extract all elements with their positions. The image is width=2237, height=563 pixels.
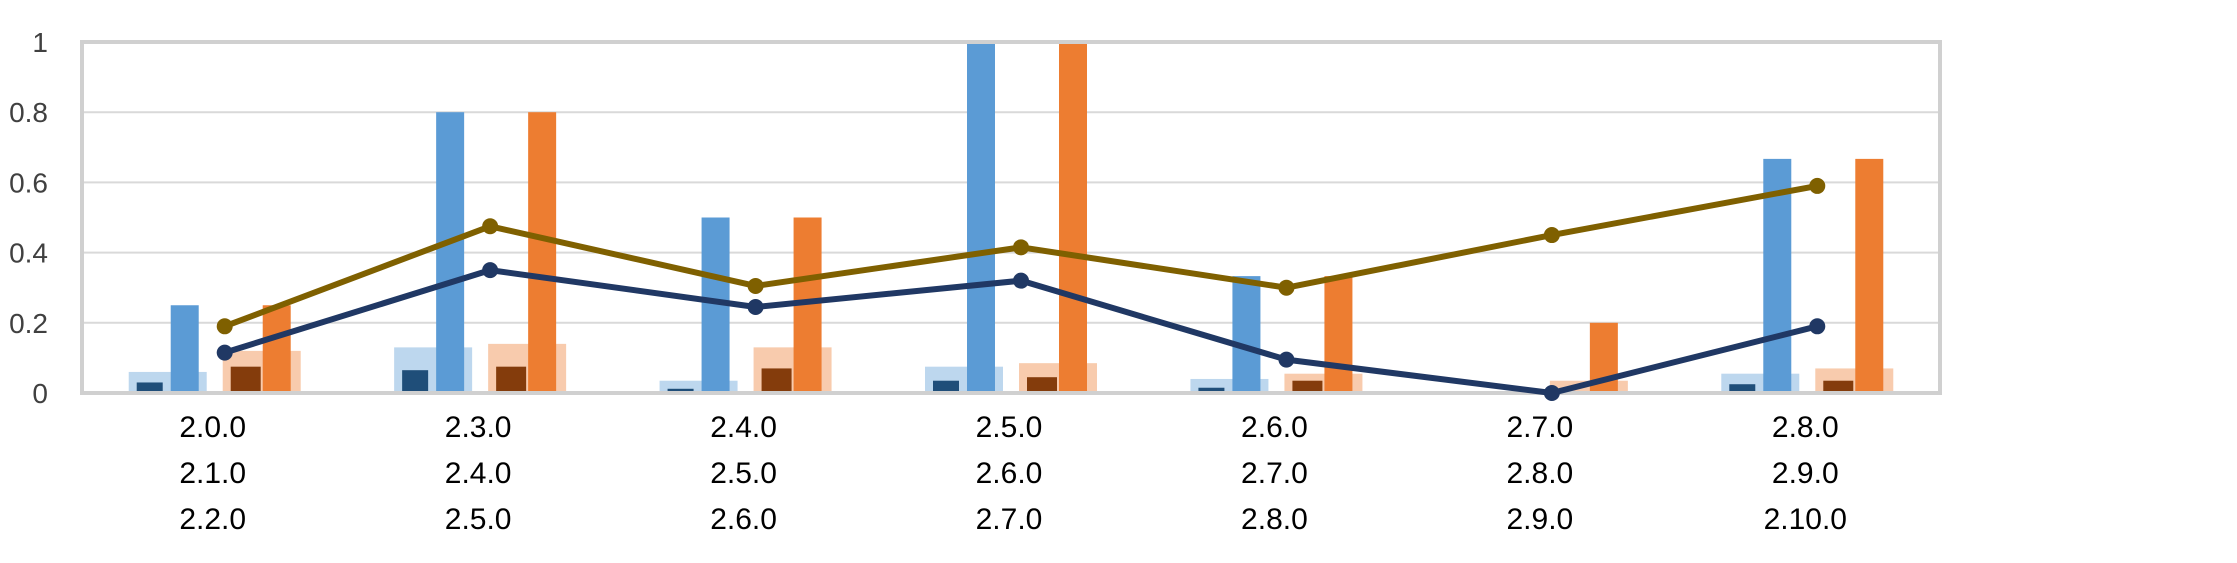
- line-point: [747, 299, 764, 316]
- line-point: [1809, 318, 1826, 335]
- bar-orange-tall: [1324, 276, 1353, 393]
- x-category-label: 2.7.0: [976, 503, 1043, 536]
- bar-blue-narrow: [667, 388, 694, 393]
- x-category-label: 2.4.0: [445, 457, 512, 490]
- bar-orange-narrow: [230, 366, 261, 393]
- bar-blue-narrow: [933, 380, 959, 393]
- x-category-label: 2.4.0: [710, 411, 777, 444]
- y-tick-label: 0.8: [9, 97, 48, 128]
- line-point: [216, 344, 233, 361]
- line-point: [747, 277, 764, 294]
- y-tick-label: 0.6: [9, 167, 48, 198]
- bar-blue-tall: [967, 42, 995, 393]
- bar-orange-narrow: [496, 366, 527, 393]
- x-category-label: 2.9.0: [1506, 503, 1573, 536]
- line-point: [482, 262, 499, 279]
- bar-blue-tall: [436, 112, 465, 393]
- x-category-label: 2.0.0: [179, 411, 246, 444]
- x-category-label: 2.10.0: [1764, 503, 1847, 536]
- line-point: [1013, 239, 1029, 256]
- y-tick-label: 0: [32, 378, 48, 409]
- bar-blue-tall: [1232, 276, 1261, 393]
- bar-orange-tall: [528, 112, 557, 393]
- x-category-label: 2.5.0: [445, 503, 512, 536]
- x-category-label: 2.8.0: [1241, 503, 1308, 536]
- bar-orange-tall: [1855, 158, 1884, 393]
- bar-orange-narrow: [1292, 380, 1323, 393]
- x-category-label: 2.6.0: [710, 503, 777, 536]
- line-point: [1809, 177, 1826, 194]
- line-point: [216, 318, 233, 335]
- x-category-label: 2.6.0: [1241, 411, 1308, 444]
- line-point: [482, 218, 499, 235]
- x-category-label: 2.2.0: [179, 503, 246, 536]
- line-point: [1543, 227, 1560, 244]
- bar-orange-narrow: [1823, 380, 1854, 393]
- x-category-label: 2.6.0: [976, 457, 1043, 490]
- bar-blue-tall: [170, 305, 199, 393]
- y-tick-label: 1: [32, 27, 48, 58]
- bar-blue-narrow: [1729, 384, 1756, 393]
- x-category-label: 2.5.0: [710, 457, 777, 490]
- bar-orange-tall: [1059, 42, 1087, 393]
- x-category-label: 2.8.0: [1772, 411, 1839, 444]
- x-category-label: 2.8.0: [1506, 457, 1573, 490]
- line-point: [1278, 351, 1295, 368]
- x-category-label: 2.9.0: [1772, 457, 1839, 490]
- x-category-label: 2.3.0: [445, 411, 512, 444]
- y-tick-label: 0.4: [9, 238, 48, 269]
- x-category-label: 2.5.0: [976, 411, 1043, 444]
- bar-blue-narrow: [136, 382, 163, 393]
- bar-orange-narrow: [1027, 377, 1057, 393]
- line-point: [1543, 385, 1560, 401]
- line-point: [1278, 279, 1295, 296]
- plot-area-border: [80, 40, 1942, 395]
- bar-orange-narrow: [761, 368, 792, 393]
- bar-blue-narrow: [1198, 387, 1225, 393]
- x-category-label: 2.7.0: [1241, 457, 1308, 490]
- x-category-label: 2.7.0: [1506, 411, 1573, 444]
- y-tick-label: 0.2: [9, 308, 48, 339]
- bar-blue-narrow: [402, 370, 429, 393]
- x-category-label: 2.1.0: [179, 457, 246, 490]
- bar-orange-tall: [262, 305, 291, 393]
- line-point: [1013, 272, 1029, 289]
